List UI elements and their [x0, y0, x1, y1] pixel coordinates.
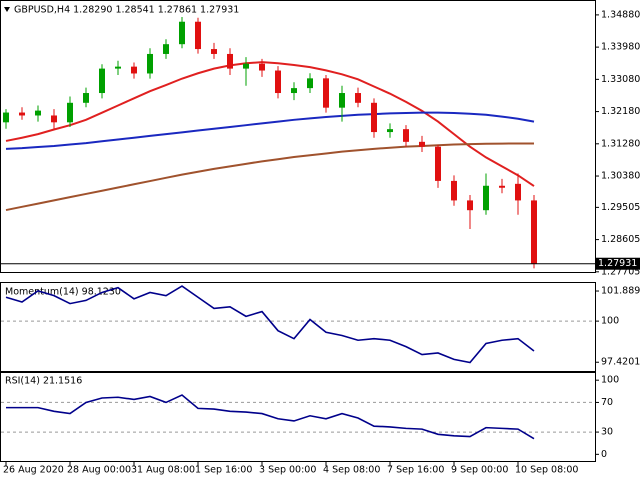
- y-tick-label: 100: [601, 375, 619, 386]
- y-tick-label: 1.33980: [601, 42, 640, 53]
- y-tick-label: 1.33080: [601, 74, 640, 85]
- candle-body: [291, 88, 297, 94]
- y-tick-label: 101.889: [601, 286, 640, 297]
- candle-body: [355, 93, 361, 103]
- price-box: [595, 257, 640, 270]
- y-tick-label: 1.32180: [601, 106, 640, 117]
- candle-body: [35, 110, 41, 116]
- y-tick-label: 1.31280: [601, 138, 640, 149]
- y-tick-label: 1.34880: [601, 9, 640, 20]
- y-tick-label: 1.27705: [601, 266, 640, 277]
- candle-body: [195, 21, 201, 50]
- candle-body: [419, 141, 425, 147]
- y-tick-label: 70: [601, 397, 613, 408]
- candle-body: [19, 112, 25, 116]
- candle-body: [451, 180, 457, 201]
- moving-average: [5, 61, 535, 187]
- x-tick-label: 28 Aug 00:00: [67, 465, 131, 476]
- main-frame: [0, 0, 596, 273]
- candle-body: [163, 44, 169, 54]
- x-tick-label: 10 Sep 08:00: [515, 465, 578, 476]
- indicator-line: [5, 285, 535, 364]
- y-tick-label: 97.4201: [601, 357, 640, 368]
- candle-body: [499, 185, 505, 188]
- candle-body: [179, 21, 185, 45]
- candle-body: [467, 200, 473, 211]
- candle-body: [323, 78, 329, 108]
- x-tick-label: 9 Sep 00:00: [451, 465, 508, 476]
- candle-body: [515, 183, 521, 201]
- candle-body: [275, 70, 281, 94]
- y-tick-label: 1.28605: [601, 234, 640, 245]
- candle-body: [307, 78, 313, 89]
- main-title: GBPUSD,H4 1.28290 1.28541 1.27861 1.2793…: [14, 5, 239, 16]
- candle-body: [403, 129, 409, 142]
- indicator-line: [6, 394, 535, 440]
- y-tick-label: 0: [601, 449, 607, 460]
- x-tick-label: 26 Aug 2020: [3, 465, 64, 476]
- candle-body: [3, 112, 9, 123]
- x-tick-label: 31 Aug 08:00: [131, 465, 195, 476]
- candle-body: [339, 93, 345, 108]
- y-tick-label: 30: [601, 427, 613, 438]
- candle-body: [115, 66, 121, 69]
- x-tick-label: 4 Sep 08:00: [323, 465, 380, 476]
- candle-body: [435, 146, 441, 181]
- y-tick-label: 100: [601, 316, 619, 327]
- candle-body: [99, 68, 105, 94]
- candle-body: [227, 53, 233, 69]
- candle-body: [259, 63, 265, 71]
- rsi-title: RSI(14) 21.1516: [5, 376, 82, 387]
- momentum-frame: [0, 282, 596, 372]
- momentum-title: Momentum(14) 98.1230: [5, 287, 121, 298]
- rsi-frame: [0, 372, 596, 462]
- candle-body: [371, 102, 377, 133]
- moving-average: [5, 111, 535, 150]
- price-label: 1.27931: [598, 258, 637, 269]
- x-tick-label: 3 Sep 00:00: [259, 465, 316, 476]
- candle-body: [531, 200, 537, 264]
- candle-body: [51, 115, 57, 123]
- y-tick-label: 1.29505: [601, 202, 640, 213]
- x-tick-label: 7 Sep 16:00: [387, 465, 444, 476]
- candle-body: [131, 66, 137, 74]
- candle-body: [83, 93, 89, 103]
- candle-body: [211, 49, 217, 54]
- x-tick-label: 1 Sep 16:00: [195, 465, 252, 476]
- candle-body: [483, 185, 489, 211]
- candle-body: [67, 102, 73, 123]
- candle-body: [243, 63, 249, 69]
- y-tick-label: 1.30380: [601, 171, 640, 182]
- moving-average: [5, 142, 534, 212]
- collapse-icon[interactable]: [4, 7, 10, 12]
- candle-body: [387, 129, 393, 133]
- candle-body: [147, 53, 153, 74]
